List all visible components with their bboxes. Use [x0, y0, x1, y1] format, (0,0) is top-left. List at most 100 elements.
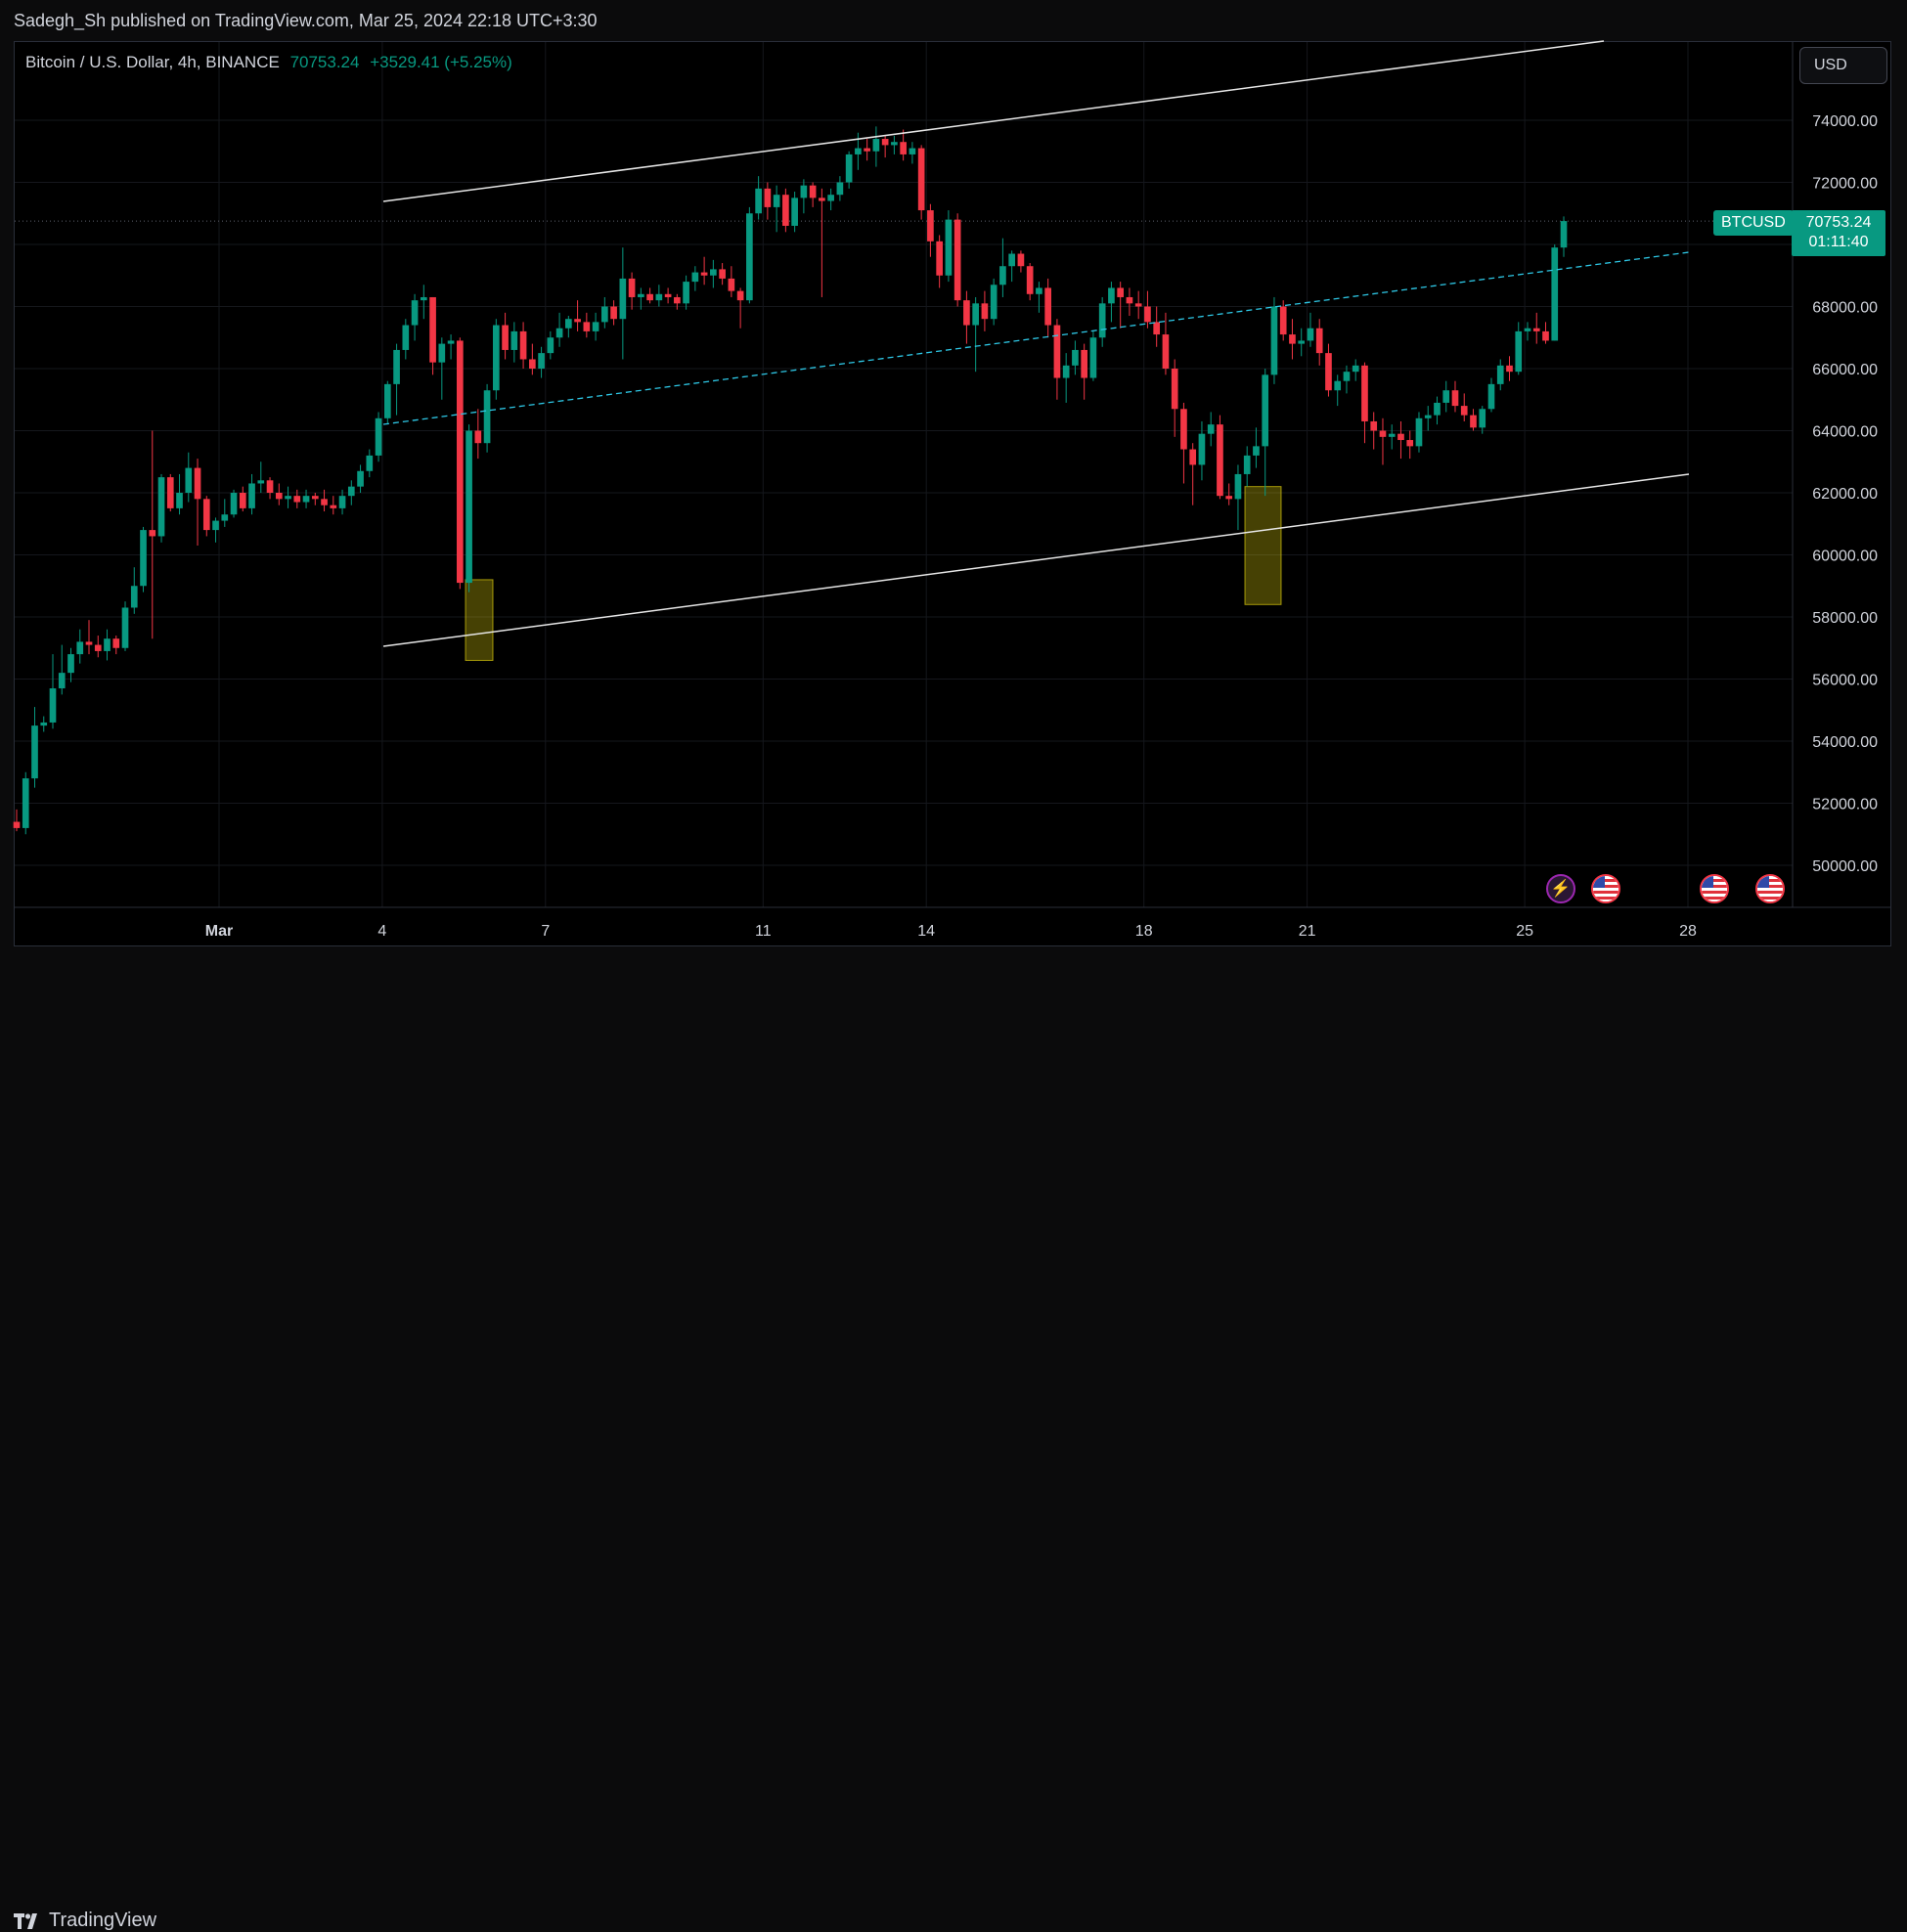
candle-body	[592, 322, 599, 331]
candle-body	[917, 148, 925, 211]
price-tick-label: 68000.00	[1812, 300, 1878, 317]
candle-body	[1496, 365, 1504, 384]
candle-body	[1298, 340, 1306, 344]
chart-frame[interactable]	[14, 41, 1891, 946]
candle-body	[112, 638, 120, 648]
candle-body	[1406, 440, 1414, 447]
candle-body	[1044, 287, 1051, 326]
candle-body	[212, 520, 219, 531]
chart-canvas[interactable]: 74000.0072000.0070000.0068000.0066000.00…	[0, 0, 1907, 1000]
currency-button[interactable]: USD	[1799, 47, 1887, 84]
candle-body	[474, 430, 482, 444]
candle-body	[429, 296, 436, 363]
candle-body	[1072, 349, 1079, 366]
candle-body	[1126, 296, 1133, 304]
last-price-tag-value: 70753.24	[1805, 214, 1872, 231]
candle-body	[1560, 221, 1568, 248]
candle-body	[366, 455, 374, 471]
candle-body	[972, 303, 979, 326]
candle-body	[1289, 334, 1296, 344]
candle-body	[1098, 303, 1106, 338]
candle-body	[121, 607, 129, 648]
us-flag-icon[interactable]	[1700, 874, 1729, 903]
candle-body	[1171, 369, 1178, 410]
price-tick-label: 66000.00	[1812, 362, 1878, 378]
candle-body	[347, 486, 355, 497]
candle-body	[1117, 287, 1125, 297]
candle-body	[646, 293, 653, 301]
symbol-legend[interactable]: Bitcoin / U.S. Dollar, 4h, BINANCE 70753…	[25, 53, 512, 72]
tradingview-logo[interactable]: TradingView	[14, 1910, 156, 1932]
lightning-icon[interactable]: ⚡	[1546, 874, 1575, 903]
candle-body	[1551, 247, 1559, 341]
us-flag-icon[interactable]	[1591, 874, 1620, 903]
candle-body	[330, 505, 337, 508]
price-tick-label: 60000.00	[1812, 549, 1878, 565]
candle-body	[1036, 287, 1042, 294]
candle-body	[58, 673, 66, 689]
channel-lower-line	[382, 473, 1690, 647]
candle-body	[157, 477, 165, 537]
candle-body	[819, 198, 825, 201]
candle-body	[881, 139, 889, 146]
candle-body	[94, 644, 102, 651]
candle-body	[800, 185, 808, 198]
candle-body	[610, 306, 617, 320]
candle-body	[76, 641, 84, 655]
candle-body	[492, 325, 500, 391]
candle-body	[981, 303, 989, 320]
bottom-bar: TradingView	[0, 946, 1907, 1931]
candle-body	[104, 638, 111, 651]
candle-body	[357, 470, 364, 487]
time-tick-label: Mar	[205, 923, 233, 940]
candle-body	[375, 417, 382, 456]
candle-body	[1379, 430, 1387, 437]
candle-body	[1108, 287, 1115, 304]
us-flag-icon[interactable]	[1755, 874, 1785, 903]
candle-body	[221, 514, 229, 521]
candle-body	[538, 353, 545, 369]
time-tick-label: 18	[1135, 923, 1153, 940]
candle-body	[456, 340, 464, 584]
candle-body	[791, 198, 798, 226]
channel-midline	[382, 251, 1690, 425]
time-tick-label: 28	[1679, 923, 1697, 940]
candle-body	[13, 821, 21, 828]
price-tick-label: 56000.00	[1812, 673, 1878, 689]
candle-body	[130, 586, 138, 608]
candle-body	[547, 337, 554, 354]
candle-body	[275, 493, 283, 500]
candle-body	[683, 282, 689, 304]
candle-body	[1081, 349, 1088, 378]
candle-body	[1415, 417, 1423, 447]
candle-body	[466, 430, 472, 584]
candle-body	[809, 185, 817, 198]
candle-body	[1352, 365, 1359, 373]
candle-body	[1370, 420, 1378, 431]
candle-body	[736, 290, 744, 301]
candle-body	[836, 182, 844, 196]
candle-body	[1397, 433, 1404, 441]
candle-body	[1134, 303, 1142, 307]
candle-body	[483, 390, 491, 444]
candle-body	[1053, 325, 1061, 378]
candle-body	[67, 654, 74, 674]
candle-body	[321, 499, 328, 505]
candle-body	[1460, 406, 1468, 416]
candle-body	[166, 477, 174, 508]
candle-body	[230, 493, 238, 515]
candle-body	[1451, 390, 1459, 407]
candle-body	[248, 483, 255, 508]
candle-body	[293, 496, 301, 503]
candle-body	[773, 195, 780, 207]
top-bar: Sadegh_Sh published on TradingView.com, …	[0, 0, 1907, 41]
candle-body	[140, 530, 147, 587]
time-tick-label: 11	[755, 923, 772, 940]
candle-body	[674, 296, 681, 304]
candle-body	[1225, 496, 1233, 500]
candle-body	[1144, 306, 1151, 323]
candle-body	[185, 467, 193, 493]
time-tick-label: 4	[377, 923, 386, 940]
candle-body	[999, 266, 1006, 285]
symbol-price-label: BTCUSD	[1713, 210, 1794, 236]
